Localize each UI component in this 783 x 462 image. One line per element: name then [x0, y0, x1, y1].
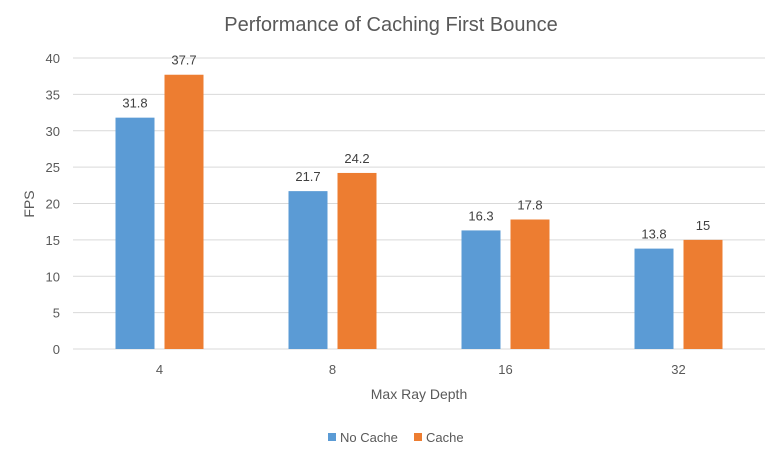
legend: No Cache Cache	[328, 430, 464, 445]
bar-no-cache-32	[634, 248, 674, 349]
bar-cache-4	[164, 74, 204, 350]
bar-no-cache-16	[461, 230, 501, 349]
data-label: 15	[696, 218, 710, 233]
chart-title: Performance of Caching First Bounce	[224, 14, 558, 36]
bars	[115, 74, 723, 350]
y-tick-label: 30	[46, 124, 60, 139]
x-tick-label: 4	[156, 362, 163, 377]
bar-cache-16	[510, 219, 550, 349]
x-tick-label: 8	[329, 362, 336, 377]
y-axis-ticks: 0 5 10 15 20 25 30 35 40	[46, 51, 60, 357]
x-axis-title: Max Ray Depth	[371, 386, 467, 402]
y-tick-label: 10	[46, 269, 60, 284]
legend-swatch-no-cache	[328, 433, 336, 441]
data-label: 21.7	[295, 169, 320, 184]
data-label: 13.8	[641, 227, 666, 242]
data-label: 16.3	[468, 208, 493, 223]
data-label: 17.8	[517, 198, 542, 213]
y-tick-label: 25	[46, 160, 60, 175]
y-tick-label: 0	[53, 342, 60, 357]
data-label: 24.2	[344, 151, 369, 166]
bar-no-cache-8	[288, 191, 328, 349]
y-axis-title: FPS	[21, 190, 37, 217]
data-label: 31.8	[122, 96, 147, 111]
bar-cache-8	[337, 172, 377, 349]
data-labels: 31.8 37.7 21.7 24.2 16.3 17.8 13.8 15	[122, 53, 710, 242]
data-label: 37.7	[171, 53, 196, 68]
legend-label: No Cache	[340, 430, 398, 445]
y-tick-label: 15	[46, 233, 60, 248]
x-tick-label: 16	[498, 362, 512, 377]
bar-cache-32	[683, 239, 723, 349]
y-tick-label: 20	[46, 197, 60, 212]
y-tick-label: 40	[46, 51, 60, 66]
x-axis-ticks: 4 8 16 32	[156, 362, 686, 377]
y-tick-label: 35	[46, 87, 60, 102]
legend-label: Cache	[426, 430, 464, 445]
legend-swatch-cache	[414, 433, 422, 441]
y-tick-label: 5	[53, 306, 60, 321]
bar-no-cache-4	[115, 117, 155, 349]
x-tick-label: 32	[671, 362, 685, 377]
